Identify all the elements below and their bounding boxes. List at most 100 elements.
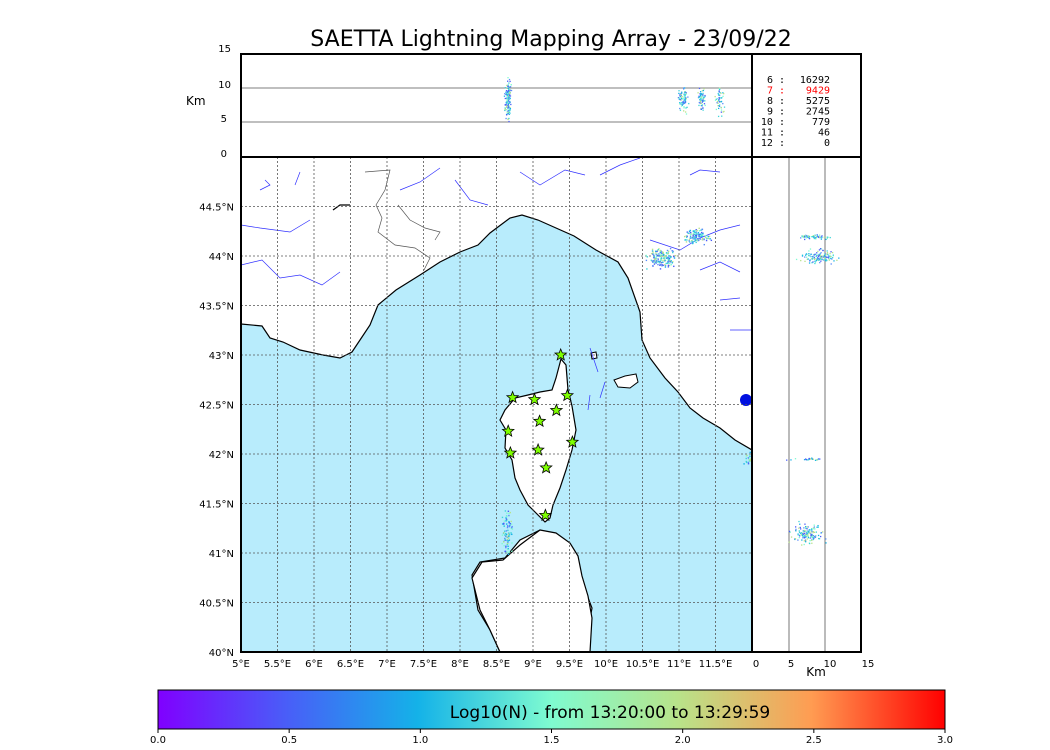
side-source: [802, 530, 804, 532]
lightning-source: [697, 239, 700, 242]
altitude-source: [508, 88, 510, 91]
altitude-source: [714, 99, 717, 101]
station-star: [501, 424, 515, 437]
side-source: [789, 531, 791, 533]
side-source: [810, 536, 812, 538]
altitude-source: [681, 104, 683, 106]
altitude-source: [510, 89, 513, 92]
altitude-source: [507, 107, 509, 109]
lightning-source: [660, 261, 663, 264]
count-label: 7 :: [767, 86, 785, 97]
side-source: [838, 257, 840, 259]
side-source: [818, 254, 820, 256]
side-tick-15: 15: [862, 659, 875, 670]
lightning-source: [694, 237, 696, 239]
lightning-source: [508, 521, 510, 523]
altitude-source: [509, 93, 511, 96]
side-source: [812, 236, 814, 238]
lightning-source: [701, 228, 703, 231]
side-source: [822, 249, 824, 252]
side-source: [813, 256, 815, 258]
lightning-source: [653, 263, 656, 265]
altitude-source: [506, 106, 508, 108]
lightning-source: [655, 250, 657, 253]
side-source: [801, 544, 803, 546]
map-y-tick: 40.5°N: [199, 599, 234, 610]
colorbar-gradient: [157, 689, 946, 730]
altitude-source: [505, 97, 508, 99]
side-source: [821, 236, 823, 239]
lightning-source: [505, 523, 508, 525]
altitude-source: [505, 90, 508, 92]
lightning-source: [507, 536, 509, 538]
station-star: [532, 414, 547, 428]
side-source: [810, 533, 812, 535]
lightning-source: [663, 257, 665, 259]
lightning-source: [705, 237, 708, 239]
altitude-source: [504, 104, 506, 106]
lightning-source: [672, 250, 674, 253]
altitude-source: [507, 106, 509, 108]
altitude-source: [703, 103, 706, 105]
lightning-source: [699, 235, 702, 237]
lightning-source: [694, 234, 697, 237]
side-source: [825, 257, 827, 259]
side-source: [815, 255, 817, 258]
lightning-source: [650, 259, 653, 262]
lightning-source: [745, 457, 747, 460]
lightning-source: [508, 512, 510, 515]
colorbar: Log10(N) - from 13:20:00 to 13:29:59 0.0…: [150, 689, 953, 746]
altitude-source: [685, 97, 687, 100]
side-source: [813, 528, 815, 530]
lightning-source: [693, 231, 696, 233]
side-source: [794, 538, 797, 540]
altitude-source: [504, 108, 507, 110]
lightning-source: [692, 234, 694, 236]
altitude-source: [508, 91, 511, 94]
side-source: [820, 248, 823, 250]
side-source: [806, 531, 809, 533]
corsica-island: [499, 357, 577, 523]
lightning-source: [507, 541, 509, 544]
side-source: [829, 255, 832, 258]
side-source: [812, 537, 814, 539]
altitude-source: [720, 107, 722, 109]
side-source: [818, 255, 820, 258]
colorbar-label: Log10(N) - from 13:20:00 to 13:29:59: [450, 703, 770, 723]
side-source: [807, 236, 809, 238]
altitude-source: [508, 120, 510, 123]
side-source: [815, 236, 818, 238]
side-source: [800, 259, 802, 262]
altitude-source: [699, 91, 702, 93]
altitude-source: [505, 114, 508, 116]
lightning-source: [658, 248, 660, 250]
lightning-source: [503, 532, 505, 534]
side-source: [813, 258, 816, 261]
altitude-source: [680, 105, 683, 107]
altitude-source: [507, 103, 509, 105]
lightning-source: [660, 250, 662, 252]
altitude-source: [507, 111, 509, 114]
lightning-source: [668, 257, 671, 260]
lightning-source: [694, 231, 696, 234]
lightning-source: [669, 247, 672, 250]
lightning-source: [507, 553, 510, 555]
side-source: [794, 538, 796, 541]
side-source: [832, 254, 834, 256]
side-source: [804, 536, 806, 539]
lightning-source: [504, 510, 507, 512]
side-source: [811, 529, 813, 531]
lightning-source: [689, 234, 692, 236]
colorbar-tick: 1.5: [544, 735, 560, 746]
altitude-source: [506, 87, 508, 89]
side-source: [806, 258, 808, 260]
altitude-source: [506, 101, 508, 103]
side-source: [807, 526, 809, 528]
lightning-source: [748, 456, 751, 458]
lightning-source: [510, 523, 513, 525]
lightning-source: [672, 261, 674, 263]
side-source: [804, 260, 806, 263]
lightning-source: [508, 514, 510, 517]
map-y-tick: 44.5°N: [199, 203, 234, 214]
map-x-tick: 11°E: [667, 659, 691, 670]
